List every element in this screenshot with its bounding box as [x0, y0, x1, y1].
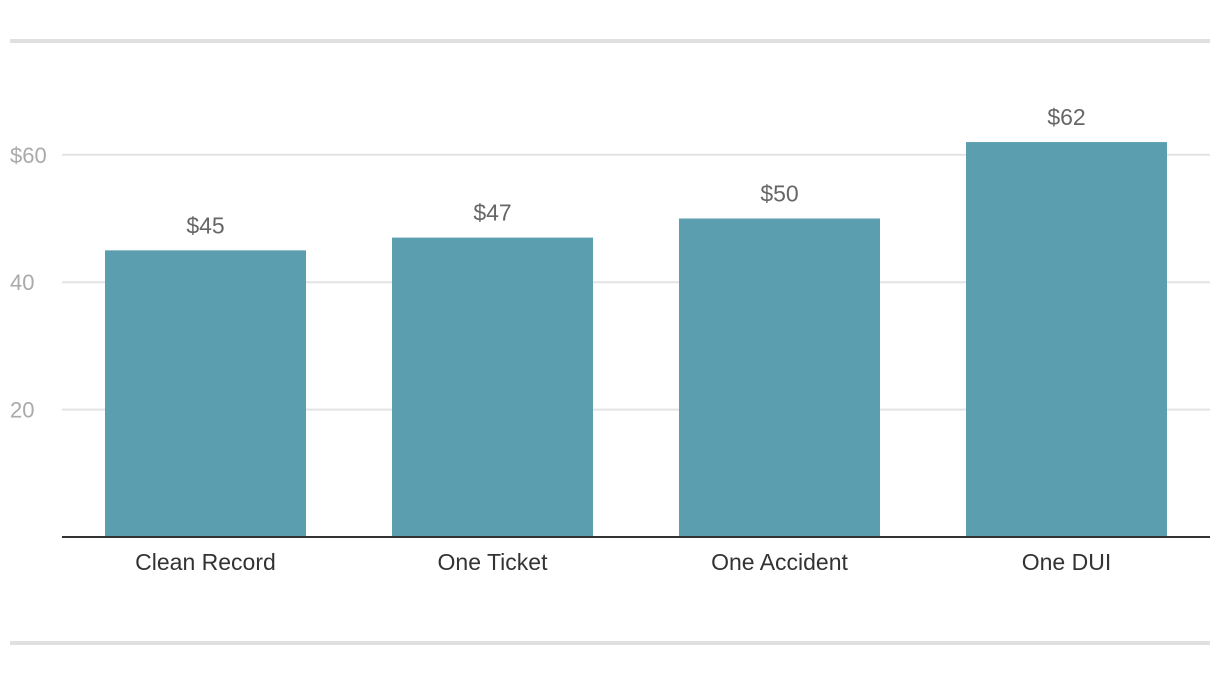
top-divider: [10, 39, 1210, 43]
x-tick-label: One Ticket: [438, 549, 549, 575]
bar-clean-record: [105, 250, 306, 537]
labels: 20 40 $60 $45 Clean Record $47 One Ticket $50 On…: [10, 104, 1111, 575]
bar-one-ticket: [392, 237, 593, 538]
y-tick-label: 20: [10, 398, 34, 423]
data-label: $45: [186, 212, 224, 238]
data-label: $47: [473, 200, 511, 226]
x-tick-label: One Accident: [711, 549, 848, 575]
bar-one-accident: [679, 218, 880, 537]
x-tick-label: Clean Record: [135, 549, 276, 575]
x-tick-label: One DUI: [1022, 549, 1111, 575]
y-tick-label: $60: [10, 143, 47, 168]
data-label: $62: [1047, 104, 1085, 130]
bar-one-dui: [966, 142, 1167, 537]
bars: [105, 142, 1167, 538]
y-tick-label: 40: [10, 270, 34, 295]
bottom-divider: [10, 641, 1210, 645]
data-label: $50: [760, 181, 798, 207]
